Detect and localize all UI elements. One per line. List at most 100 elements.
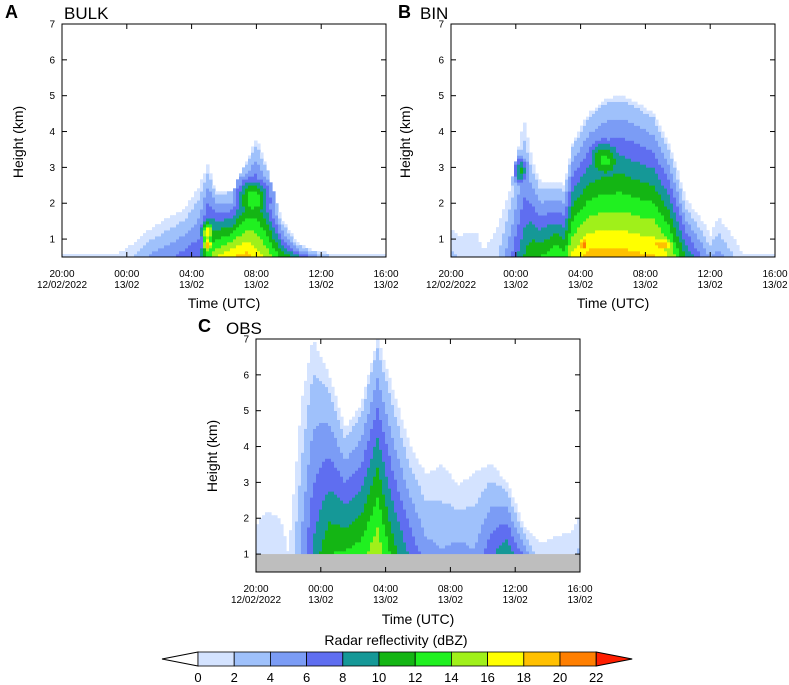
field-cell — [227, 227, 231, 237]
field-cell — [532, 164, 536, 174]
field-cell — [215, 239, 219, 249]
field-cell — [349, 452, 353, 477]
field-cell — [149, 254, 153, 257]
field-cell — [565, 206, 569, 219]
field-cell — [550, 212, 554, 225]
field-cell — [769, 254, 773, 257]
field-cell — [367, 413, 371, 441]
field-cell — [266, 236, 270, 249]
colorbar-overflow-arrow — [595, 651, 633, 667]
field-cell — [424, 473, 428, 501]
field-cell — [508, 545, 512, 561]
field-cell — [269, 254, 273, 257]
field-cell — [269, 197, 273, 204]
y-tick-label: 6 — [49, 55, 55, 66]
field-cell — [664, 236, 668, 240]
field-cell — [260, 254, 264, 257]
panel-label-a: A — [5, 2, 18, 22]
colorbar-box — [414, 651, 452, 667]
field-cell — [637, 215, 641, 234]
field-cell — [490, 239, 494, 257]
field-cell — [313, 428, 317, 483]
field-cell — [640, 146, 644, 165]
field-cell — [71, 254, 75, 257]
field-cell — [616, 101, 620, 120]
field-cell — [242, 194, 246, 207]
colorbar-box — [233, 651, 271, 667]
field-cell — [616, 152, 620, 174]
field-cell — [547, 239, 551, 252]
field-cell — [655, 239, 659, 243]
field-cell — [520, 155, 524, 159]
field-cell — [616, 95, 620, 102]
field-cell — [287, 254, 291, 257]
field-cell — [649, 218, 653, 237]
field-cell — [89, 254, 93, 257]
field-cell — [352, 449, 356, 474]
field-cell — [194, 203, 198, 225]
field-cell — [610, 119, 614, 138]
field-cell — [245, 251, 249, 257]
field-cell — [628, 158, 632, 177]
y-tick-label: 7 — [243, 335, 249, 346]
field-cell — [634, 233, 638, 252]
y-tick-label: 6 — [243, 370, 249, 381]
field-cell — [661, 248, 665, 257]
field-cell — [514, 176, 518, 183]
field-cell — [215, 191, 219, 195]
field-cell — [290, 251, 294, 257]
panel-title-a: BULK — [64, 4, 109, 23]
field-cell — [574, 155, 578, 171]
field-cell — [601, 248, 605, 257]
field-cell — [607, 119, 611, 141]
field-cell — [203, 197, 207, 216]
field-cell — [550, 188, 554, 201]
field-cell — [625, 230, 629, 249]
field-cell — [505, 482, 509, 492]
field-cell — [718, 251, 722, 257]
plot-frame-a — [61, 23, 387, 258]
field-cell — [188, 245, 192, 257]
field-cell — [679, 215, 683, 231]
field-cell — [574, 185, 578, 201]
field-cell — [430, 470, 434, 501]
field-cell — [592, 248, 596, 257]
field-cell — [323, 251, 327, 255]
field-cell — [358, 491, 362, 516]
field-cell — [631, 251, 635, 257]
field-cell — [293, 254, 297, 257]
y-tick-label: 6 — [438, 55, 444, 66]
field-cell — [242, 185, 246, 195]
field-cell — [212, 197, 216, 210]
field-cell — [439, 464, 443, 501]
field-cell — [326, 254, 330, 257]
field-cell — [664, 158, 668, 174]
field-cell — [236, 254, 240, 257]
field-cell — [751, 254, 755, 257]
field-cell — [248, 230, 252, 243]
field-cell — [607, 194, 611, 213]
field-cell — [655, 173, 659, 192]
field-cell — [436, 467, 440, 501]
field-cell — [526, 152, 530, 162]
field-cell — [622, 137, 626, 156]
field-cell — [652, 218, 656, 237]
field-cell — [182, 221, 186, 237]
field-cell — [556, 188, 560, 201]
field-cell — [164, 245, 168, 257]
field-cell — [152, 251, 156, 257]
field-cell — [340, 452, 344, 477]
field-cell — [293, 239, 297, 243]
field-cell — [583, 158, 587, 174]
field-cell — [224, 236, 228, 246]
field-cell — [218, 191, 222, 195]
field-cell — [646, 167, 650, 183]
colorbar-tick-label: 6 — [303, 670, 310, 685]
field-cell — [619, 191, 623, 213]
field-cell — [310, 383, 314, 441]
field-cell — [547, 224, 551, 240]
field-cell — [517, 521, 521, 534]
field-cell — [583, 236, 587, 240]
x-axis-label-a: Time (UTC) — [188, 295, 261, 311]
field-cell — [580, 125, 584, 132]
